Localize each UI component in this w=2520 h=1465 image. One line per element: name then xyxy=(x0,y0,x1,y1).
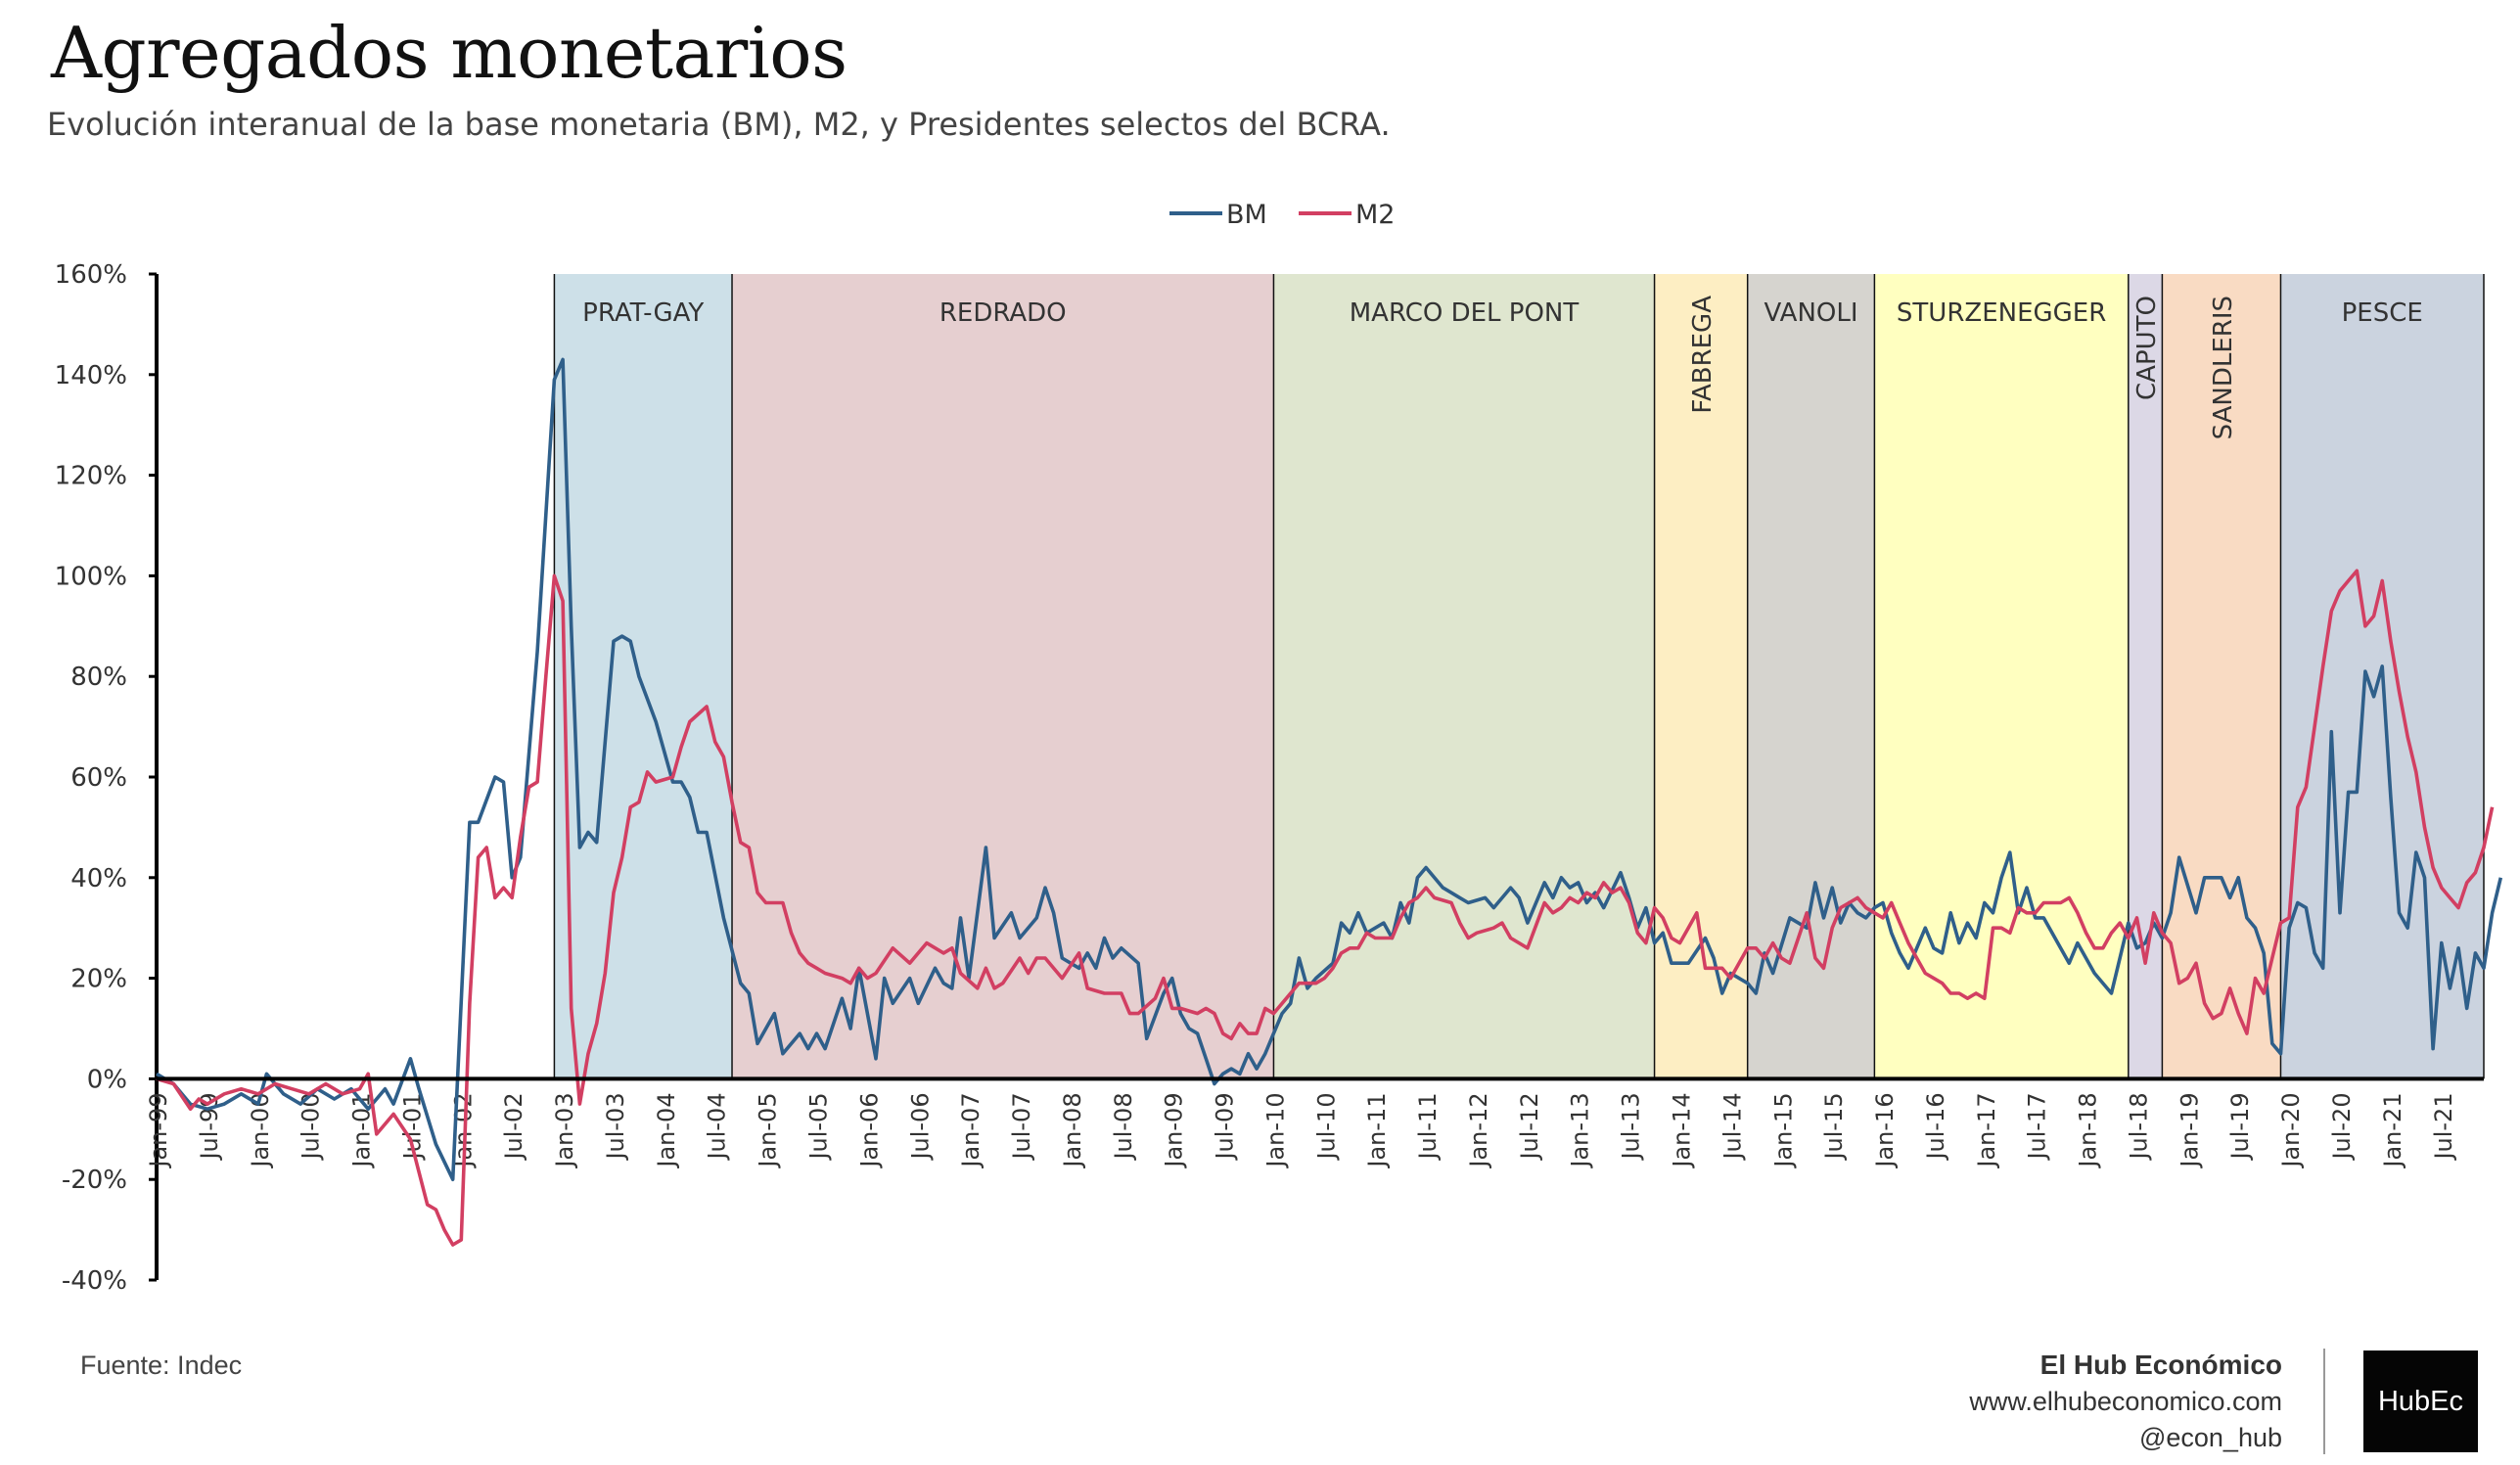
x-tick-label: Jan-16 xyxy=(1871,1092,1899,1168)
x-tick-label: Jul-12 xyxy=(1516,1092,1543,1161)
period-label: CAPUTO xyxy=(2132,296,2162,400)
period-label: REDRADO xyxy=(939,298,1067,328)
x-tick-label: Jan-14 xyxy=(1669,1092,1696,1168)
x-tick-label: Jan-04 xyxy=(653,1092,680,1168)
hubec-logo: HubEc xyxy=(2363,1351,2478,1452)
x-tick-label: Jan-13 xyxy=(1567,1092,1594,1168)
period-band xyxy=(554,274,733,1079)
x-tick-label: Jul-07 xyxy=(1008,1092,1035,1161)
x-tick-label: Jan-21 xyxy=(2379,1092,2406,1168)
period-label: FABREGA xyxy=(1688,296,1718,414)
period-label: STURZENEGGER xyxy=(1897,298,2106,328)
period-label: VANOLI xyxy=(1764,298,1858,328)
x-tick-label: Jan-20 xyxy=(2277,1092,2305,1168)
x-tick-label: Jul-03 xyxy=(602,1092,629,1161)
y-tick-label: 140% xyxy=(55,361,127,390)
brand-divider xyxy=(2323,1349,2325,1454)
brand-url[interactable]: www.elhubeconomico.com xyxy=(1969,1387,2282,1416)
series-line-m2 xyxy=(156,569,2495,1247)
brand-name: El Hub Económico xyxy=(2039,1350,2282,1380)
x-tick-label: Jan-12 xyxy=(1465,1092,1492,1168)
period-label: MARCO DEL PONT xyxy=(1350,298,1580,328)
x-tick-label: Jul-14 xyxy=(1718,1092,1746,1161)
x-tick-label: Jul-13 xyxy=(1618,1092,1645,1161)
source-note: Fuente: Indec xyxy=(80,1351,243,1380)
chart-subtitle: Evolución interanual de la base monetari… xyxy=(47,106,1391,143)
x-tick-label: Jul-02 xyxy=(500,1092,527,1161)
x-tick-label: Jul-09 xyxy=(1212,1092,1239,1161)
x-tick-label: Jul-17 xyxy=(2024,1092,2051,1161)
x-tick-label: Jul-20 xyxy=(2328,1092,2356,1161)
period-label: PRAT-GAY xyxy=(582,298,704,328)
y-tick-label: 60% xyxy=(70,763,127,793)
y-tick-label: 0% xyxy=(87,1065,127,1094)
legend-label: M2 xyxy=(1355,200,1395,230)
period-band xyxy=(732,274,1274,1079)
x-tick-label: Jul-15 xyxy=(1820,1092,1848,1161)
brand-handle[interactable]: @econ_hub xyxy=(2138,1423,2282,1452)
y-tick-label: 40% xyxy=(70,864,127,893)
x-tick-label: Jan-99 xyxy=(145,1092,172,1168)
x-tick-label: Jan-08 xyxy=(1059,1092,1086,1168)
x-tick-label: Jan-19 xyxy=(2176,1092,2203,1168)
legend-label: BM xyxy=(1226,200,1267,230)
x-tick-label: Jul-18 xyxy=(2125,1092,2152,1161)
y-tick-label: 160% xyxy=(55,260,127,290)
x-tick-label: Jan-11 xyxy=(1363,1092,1391,1168)
x-tick-label: Jul-05 xyxy=(804,1092,832,1161)
x-tick-label: Jan-10 xyxy=(1261,1092,1289,1168)
x-tick-label: Jul-06 xyxy=(906,1092,934,1161)
x-tick-label: Jan-03 xyxy=(551,1092,578,1168)
x-tick-label: Jul-04 xyxy=(704,1092,731,1161)
x-tick-label: Jan-17 xyxy=(1973,1092,2000,1168)
x-tick-label: Jan-18 xyxy=(2075,1092,2102,1168)
x-tick-label: Jul-19 xyxy=(2226,1092,2254,1161)
period-band xyxy=(1273,274,1655,1079)
x-tick-label: Jan-06 xyxy=(855,1092,883,1168)
x-tick-label: Jul-08 xyxy=(1110,1092,1137,1161)
y-tick-label: 120% xyxy=(55,462,127,491)
brand-block: El Hub Económico www.elhubeconomico.com … xyxy=(1969,1347,2282,1456)
chart-title: Agregados monetarios xyxy=(51,12,848,94)
series-line-bm xyxy=(156,357,2503,1181)
x-tick-label: Jan-09 xyxy=(1161,1092,1188,1168)
x-tick-label: Jan-07 xyxy=(957,1092,985,1168)
y-tick-label: 80% xyxy=(70,663,127,692)
x-tick-label: Jan-05 xyxy=(755,1092,782,1168)
x-tick-label: Jul-10 xyxy=(1312,1092,1340,1161)
x-tick-label: Jan-00 xyxy=(247,1092,274,1168)
y-tick-label: 100% xyxy=(55,562,127,591)
y-tick-label: -20% xyxy=(62,1166,127,1195)
x-tick-label: Jul-16 xyxy=(1922,1092,1949,1161)
period-label: SANDLERIS xyxy=(2209,296,2238,439)
y-tick-label: -40% xyxy=(62,1266,127,1296)
x-tick-label: Jul-21 xyxy=(2430,1092,2457,1161)
x-tick-label: Jul-11 xyxy=(1414,1092,1442,1161)
x-tick-label: Jan-15 xyxy=(1769,1092,1797,1168)
period-label: PESCE xyxy=(2342,298,2423,328)
y-tick-label: 20% xyxy=(70,965,127,994)
